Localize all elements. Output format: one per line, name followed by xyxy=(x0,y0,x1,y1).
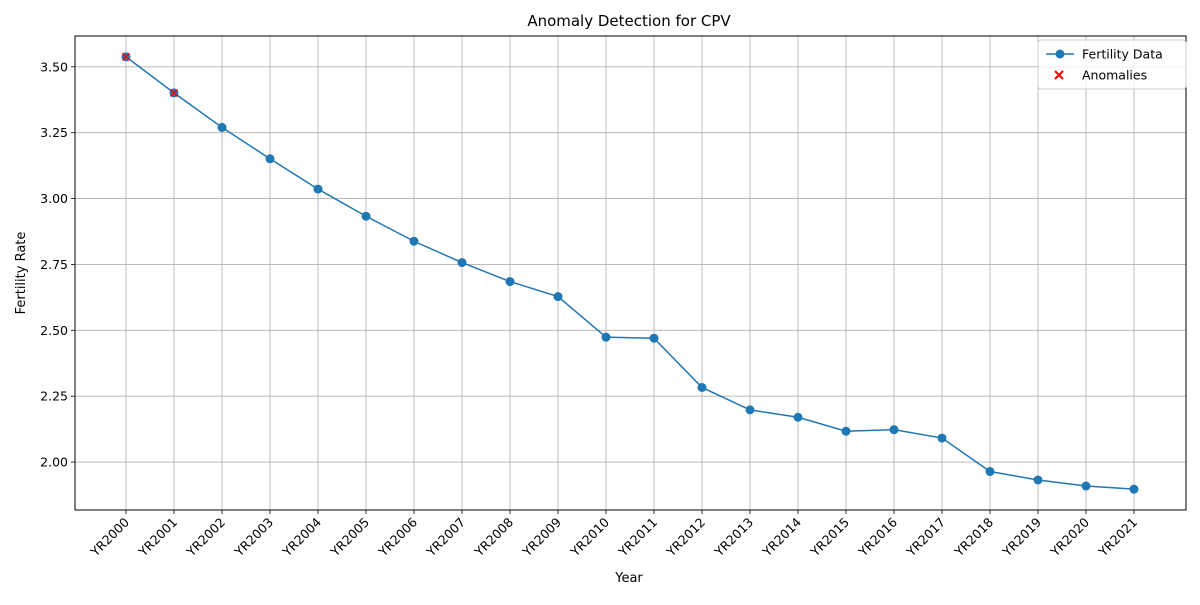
fertility-data-point xyxy=(457,258,467,268)
y-tick-label: 2.50 xyxy=(40,323,68,338)
fertility-data-point xyxy=(409,236,419,246)
fertility-data-point xyxy=(361,211,371,221)
y-axis-title: Fertility Rate xyxy=(14,232,29,315)
y-tick-label: 3.50 xyxy=(40,59,68,74)
fertility-data-point xyxy=(1081,481,1091,491)
y-tick-label: 2.25 xyxy=(40,389,68,404)
x-axis-title: Year xyxy=(614,571,643,586)
legend-marker-fertility xyxy=(1055,49,1065,59)
anomaly-point xyxy=(121,52,131,61)
fertility-data-line xyxy=(125,56,1135,490)
fertility-data-point xyxy=(313,184,323,194)
grid xyxy=(75,36,1186,510)
legend-box xyxy=(1037,39,1187,90)
y-tick-label: 3.25 xyxy=(40,125,68,140)
fertility-data-point xyxy=(217,122,227,132)
fertility-data-point xyxy=(745,405,755,415)
fertility-data-point xyxy=(841,426,851,436)
fertility-data-point xyxy=(649,333,659,343)
fertility-data-point xyxy=(793,412,803,422)
series-layer xyxy=(121,52,1139,494)
y-tick-label: 2.75 xyxy=(40,257,68,272)
fertility-data-point xyxy=(937,433,947,443)
fertility-data-point xyxy=(505,277,515,287)
fertility-data-point xyxy=(697,382,707,392)
legend-marker-anomalies xyxy=(1054,70,1064,80)
plot-frame xyxy=(74,35,1187,511)
legend-label-anomalies: Anomalies xyxy=(1082,68,1147,83)
y-tick-label: 2.00 xyxy=(40,455,68,470)
anomaly-marker-stroke xyxy=(121,52,131,61)
legend: Fertility Data Anomalies xyxy=(1037,39,1187,90)
anomaly-point xyxy=(169,88,179,97)
fertility-data-point xyxy=(889,425,899,435)
fertility-data-point xyxy=(265,154,275,164)
anomaly-marker-stroke xyxy=(169,88,179,97)
fertility-data-point xyxy=(1129,484,1139,494)
fertility-data-point xyxy=(985,467,995,477)
fertility-data-point xyxy=(553,292,563,302)
legend-label-fertility: Fertility Data xyxy=(1082,47,1163,62)
y-tick-label: 3.00 xyxy=(40,191,68,206)
fertility-data-point xyxy=(601,332,611,342)
fertility-data-point xyxy=(1033,475,1043,485)
chart-title: Anomaly Detection for CPV xyxy=(527,12,731,30)
